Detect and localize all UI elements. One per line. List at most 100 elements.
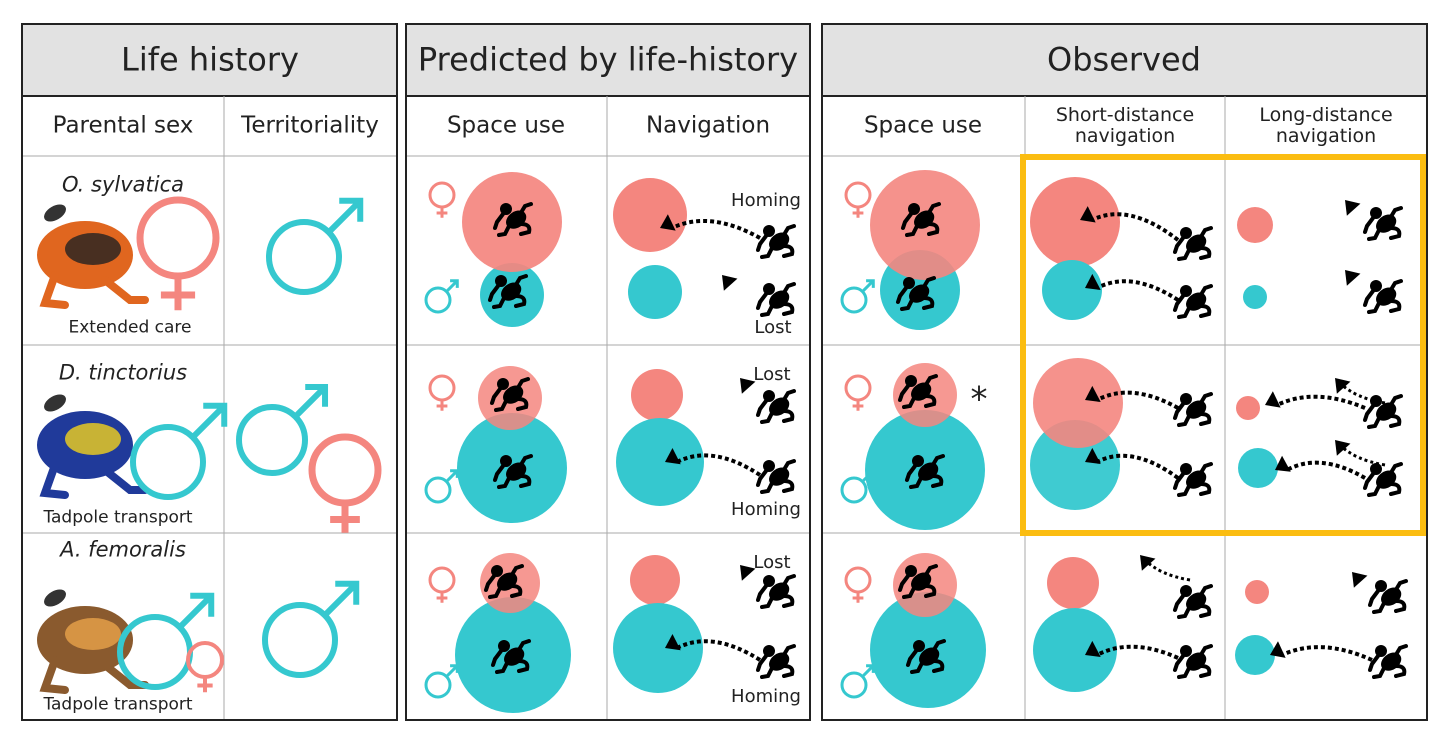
female-cross [852, 592, 864, 603]
male-arrow [445, 664, 459, 678]
female-symbol [428, 566, 456, 594]
life-history-caption: Extended care [68, 317, 192, 338]
dotted-path [1276, 394, 1366, 410]
dotted-path [676, 639, 762, 662]
frog-legs [898, 374, 938, 409]
male-arrow [326, 197, 364, 235]
species-name: O. sylvatica [61, 172, 184, 197]
arrow-head [1270, 641, 1286, 658]
female-cross [197, 677, 213, 693]
frog-silhouette [756, 644, 796, 679]
male-arrow [445, 279, 459, 293]
female-symbol [186, 641, 224, 679]
arrow-head [1080, 206, 1096, 223]
frog-legs [1363, 206, 1403, 241]
arrow-head [1345, 200, 1361, 216]
range-blob [613, 603, 703, 693]
range-blob [1042, 260, 1102, 320]
frog-illustration-legs [39, 461, 149, 499]
female-symbol [308, 433, 382, 507]
column-header: Short-distance navigation [1055, 104, 1195, 147]
female-symbol [844, 374, 872, 402]
range-blob [631, 369, 683, 421]
range-blob [1235, 635, 1275, 675]
column-header: Space use [446, 112, 566, 139]
range-blob [1236, 396, 1260, 420]
arrow-head [722, 275, 738, 291]
panel-border [21, 23, 398, 721]
dotted-path [1281, 645, 1373, 662]
range-blob [1033, 608, 1117, 692]
frog-silhouette [493, 202, 533, 237]
frog-silhouette [896, 276, 936, 311]
species-name: D. tinctorius [58, 360, 188, 385]
frog-silhouette [484, 564, 524, 599]
range-blob [630, 555, 680, 605]
arrow-head [1352, 572, 1368, 588]
range-blob [1245, 580, 1269, 604]
frog-illustration-legs [39, 271, 149, 309]
arrow-head [665, 634, 681, 651]
frog-silhouette [1173, 226, 1213, 261]
female-cross [330, 503, 360, 533]
male-symbol [130, 424, 206, 500]
male-arrow [445, 469, 459, 483]
range-blob [1033, 358, 1123, 448]
frog-illustration-pattern [65, 233, 121, 265]
range-blob [1030, 177, 1120, 267]
dotted-path [1096, 390, 1179, 410]
frog-silhouette [1363, 462, 1403, 497]
frog-silhouette [756, 224, 796, 259]
male-arrow [177, 592, 215, 630]
panel-border [405, 23, 811, 721]
frog-legs [898, 564, 938, 599]
range-blob [1047, 557, 1099, 609]
panel-border [821, 23, 1428, 721]
frog-silhouette [1173, 392, 1213, 427]
arrow-head [1085, 385, 1101, 403]
arrow-head [1265, 391, 1281, 408]
frog-silhouette [493, 454, 533, 489]
panel-header-bg [406, 24, 810, 96]
frog-silhouette [901, 202, 941, 237]
dotted-path [1338, 443, 1386, 467]
male-symbol [424, 476, 452, 504]
female-cross [436, 400, 448, 411]
tadpole [44, 589, 66, 607]
arrow-head [1345, 270, 1361, 286]
frog-legs [905, 454, 945, 489]
frog-legs [901, 202, 941, 237]
frog-silhouette [898, 564, 938, 599]
frog-illustration-pattern [65, 423, 121, 455]
frog-legs [493, 202, 533, 237]
frog-illustration-pattern [65, 618, 121, 650]
column-header: Space use [863, 112, 983, 139]
frog-silhouette [756, 459, 796, 494]
dotted-path [1091, 212, 1180, 242]
frog-legs [1368, 579, 1408, 614]
highlight-box [1020, 154, 1426, 536]
range-blob [613, 178, 687, 252]
frog-silhouette [488, 274, 528, 309]
column-header: Parental sex [52, 112, 194, 139]
column-header: Long-distance navigation [1259, 104, 1393, 147]
male-symbol [840, 671, 868, 699]
frog-legs [756, 574, 796, 609]
frog-silhouette [906, 639, 946, 674]
dotted-path [1286, 460, 1367, 480]
arrow-head [740, 565, 756, 581]
frog-legs [484, 564, 524, 599]
male-symbol [236, 404, 308, 476]
frog-legs [493, 454, 533, 489]
dotted-path [676, 453, 762, 477]
arrow-head [1335, 378, 1351, 394]
female-symbol [136, 196, 220, 280]
female-symbol [844, 566, 872, 594]
female-symbol [428, 181, 456, 209]
arrow-head [1335, 440, 1351, 456]
frog-silhouette [1173, 284, 1213, 319]
navigation-label: Lost [753, 364, 791, 386]
frog-silhouette [1173, 584, 1213, 619]
